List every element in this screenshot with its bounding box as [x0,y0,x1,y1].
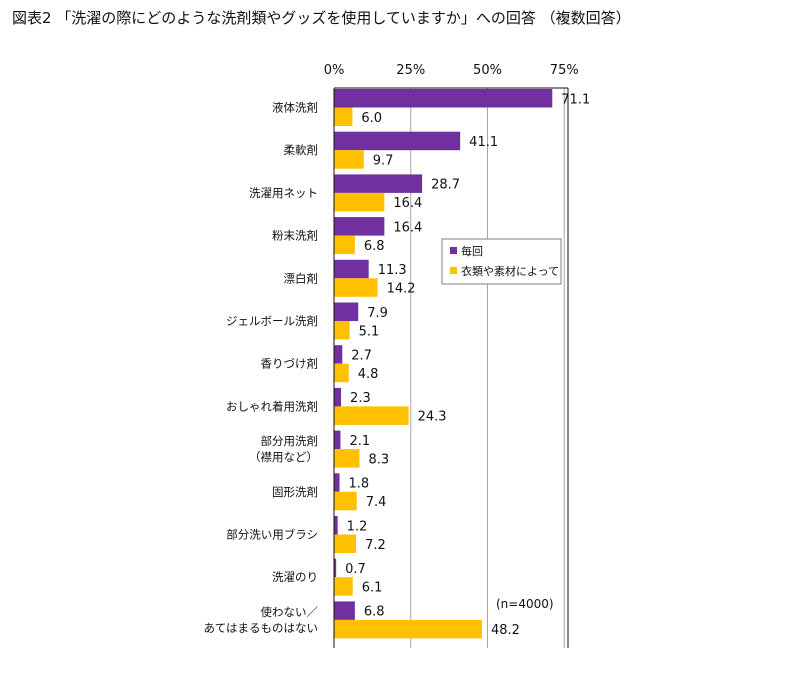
data-label: 16.4 [393,196,422,211]
data-label: 1.2 [347,519,368,534]
data-label: 6.8 [364,239,385,254]
data-label: 24.3 [418,410,447,425]
data-label: 48.2 [491,623,520,638]
bar [334,601,355,620]
data-label: 6.8 [364,605,385,620]
x-tick-label: 25% [396,63,425,78]
category-label: 洗濯のり [272,570,318,584]
data-label: 8.3 [368,452,389,467]
category-label: 使わない／ [261,605,319,619]
chart-title: 図表2 「洗濯の際にどのような洗剤類やグッズを使用していますか」への回答 （複数… [12,9,631,27]
x-tick-label: 75% [550,63,579,78]
bar [334,89,553,108]
bar [334,449,360,468]
bar [334,302,359,321]
data-label: 14.2 [387,282,416,297]
x-tick-label: 0% [324,63,345,78]
legend-label: 衣類や素材によって [461,264,559,278]
bar [334,321,350,340]
data-label: 2.1 [349,434,370,449]
bar [334,150,364,169]
bar [334,558,337,578]
data-label: 0.7 [345,562,366,577]
data-label: 6.1 [362,580,383,595]
category-label: 固形洗剤 [272,485,318,499]
legend-label: 毎回 [461,245,483,258]
bar [334,619,482,639]
category-label: 粉末洗剤 [272,229,318,243]
data-label: 41.1 [469,135,498,150]
data-label: 2.7 [351,348,372,363]
data-label: 6.0 [361,111,382,126]
category-label: 部分用洗剤 [261,434,319,448]
legend-swatch [450,267,457,274]
bar [334,131,461,151]
category-label: 柔軟剤 [284,143,319,157]
bar [334,430,341,450]
bar [334,278,378,297]
data-label: 2.3 [350,391,371,406]
bar [334,235,355,255]
category-label: ジェルボール洗剤 [226,314,318,328]
data-label: 5.1 [359,324,380,339]
bar [334,174,423,193]
data-label: 71.1 [561,92,590,107]
x-tick-label: 50% [473,63,502,78]
bar [334,491,357,511]
bar [334,192,385,212]
bar [334,217,385,236]
data-label: 7.2 [365,538,386,553]
data-label: 7.9 [367,306,388,321]
category-label: 香りづけ剤 [261,357,319,371]
category-label: あてはまるものはない [203,621,318,635]
data-label: 7.4 [366,495,387,510]
data-label: 28.7 [431,178,460,193]
data-label: 11.3 [378,263,407,278]
bar [334,473,340,492]
bar [334,345,343,364]
bar [334,387,342,407]
category-label: 漂白剤 [284,271,319,285]
category-label: 部分洗い用ブラシ [226,528,318,542]
data-label: 9.7 [373,153,394,168]
bar [334,107,353,126]
bar [334,259,369,279]
data-label: 1.8 [349,477,370,492]
bar [334,363,349,383]
category-label: （襟用など） [249,450,318,464]
bar [334,534,357,553]
bar [334,577,353,596]
bar [334,516,338,535]
bar [334,406,409,425]
data-label: 16.4 [393,220,422,235]
category-label: 液体洗剤 [272,101,318,115]
legend-swatch [450,247,457,254]
legend-box [441,238,562,285]
sample-size-note: (n=4000) [496,597,554,611]
data-label: 4.8 [358,367,379,382]
category-label: おしゃれ着用洗剤 [226,399,318,413]
category-label: 洗濯用ネット [249,186,318,200]
